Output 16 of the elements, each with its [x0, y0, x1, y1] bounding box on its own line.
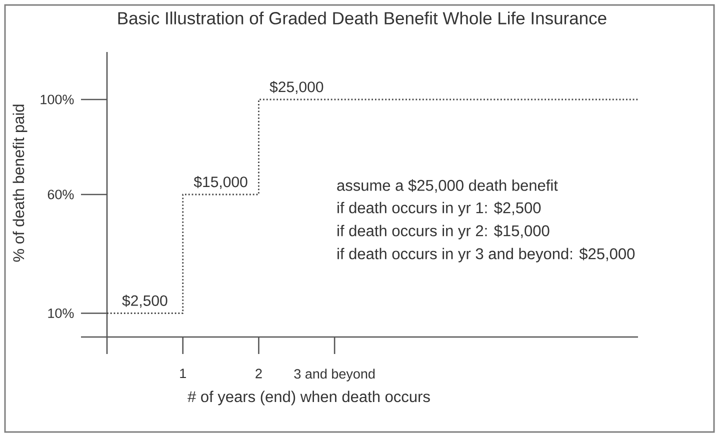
- annotation: $15,000: [194, 176, 248, 189]
- x-tick-label: 1: [180, 368, 186, 378]
- y-tick-label: 10%: [48, 308, 74, 318]
- annotation: $25,000: [270, 80, 324, 94]
- y-tick-label: 60%: [48, 190, 74, 200]
- x-axis-title: # of years (end) when death occurs: [188, 390, 430, 406]
- annotation: if death occurs in yr 1: $2,500: [338, 202, 541, 216]
- annotation: if death occurs in yr 3 and beyond: $25,000: [338, 248, 635, 262]
- y-axis-title: % of death benefit paid: [12, 104, 28, 262]
- annotation: $2,500: [122, 294, 168, 308]
- annotation: if death occurs in yr 2: $15,000: [338, 224, 550, 240]
- x-tick-label: 2: [256, 368, 262, 378]
- chart-title: Basic Illustration of Graded Death Benefit Whole Life Insurance: [118, 12, 606, 24]
- annotation: assume a $25,000 death benefit: [337, 179, 558, 193]
- y-tick-label: 100%: [40, 94, 74, 104]
- x-tick-label: 3 and beyond: [294, 368, 375, 382]
